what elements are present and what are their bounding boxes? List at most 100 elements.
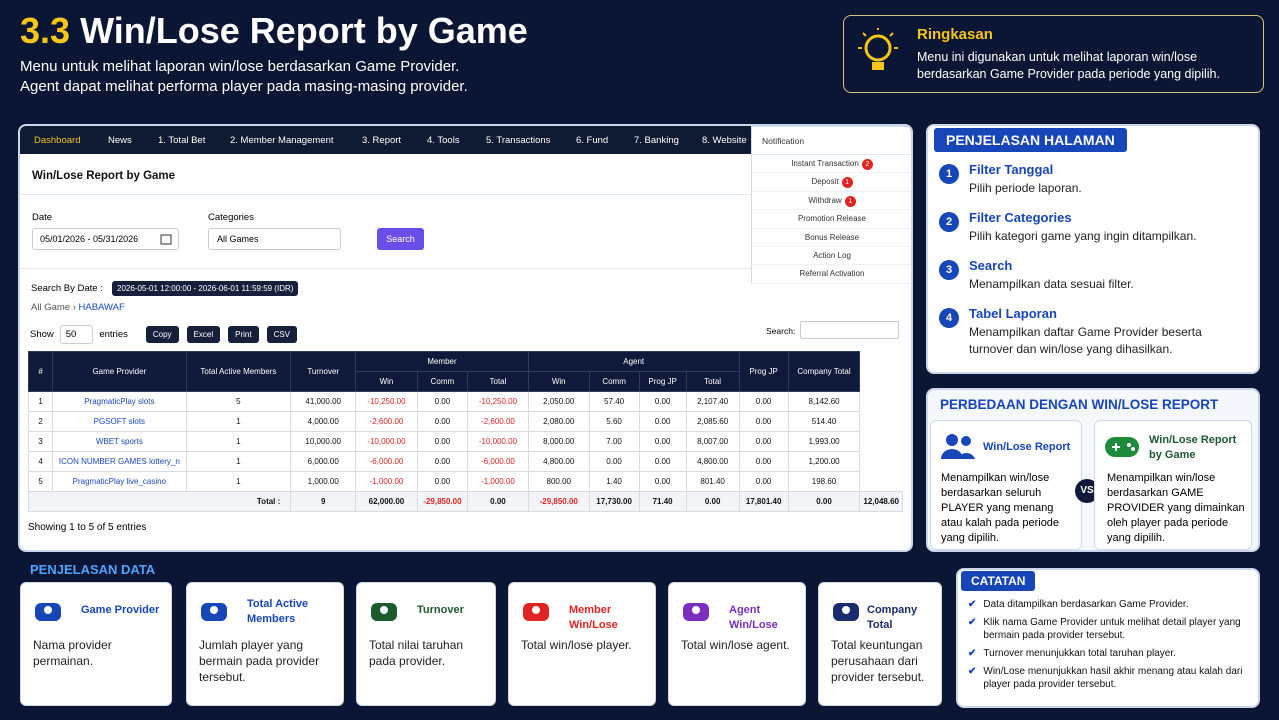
table-cell: 10,000.00 xyxy=(290,431,357,452)
check-icon: ✔ xyxy=(968,666,977,677)
card-icon xyxy=(201,603,227,621)
card-title: Win/Lose Report xyxy=(983,441,1071,453)
search-input[interactable] xyxy=(800,321,899,339)
data-card: Company Total Total keuntungan perusahaan… xyxy=(818,582,942,706)
step-number: 4 xyxy=(939,308,959,328)
notification-item[interactable]: Promotion Release xyxy=(752,210,911,229)
notification-item[interactable]: Bonus Release xyxy=(752,229,911,247)
categories-select[interactable]: All Games xyxy=(208,228,341,250)
divider xyxy=(20,268,911,269)
card-title: Total Active Members xyxy=(247,598,309,625)
total-cell: 12,048.60 xyxy=(859,491,903,512)
badge: 1 xyxy=(844,195,856,207)
date-input[interactable]: 05/01/2026 - 05/31/2026 xyxy=(32,228,179,250)
item-label: Deposit xyxy=(811,177,839,187)
divider xyxy=(20,194,911,195)
nav-item[interactable]: 1. Total Bet xyxy=(158,135,206,146)
item-label: Action Log xyxy=(813,250,851,260)
table-cell: 6,000.00 xyxy=(290,451,357,472)
search-label: Search: xyxy=(766,326,796,336)
export-button[interactable]: Excel xyxy=(186,326,221,343)
notification-item[interactable]: Referral Activation xyxy=(752,265,911,284)
total-cell: 0.00 xyxy=(467,491,529,512)
search-button[interactable]: Search xyxy=(377,228,424,250)
provider-link[interactable]: WBET sports xyxy=(52,431,187,452)
column-header: Agent xyxy=(527,351,740,372)
export-button[interactable]: CSV xyxy=(266,326,298,343)
nav-item[interactable]: Dashboard xyxy=(34,135,81,146)
crumb[interactable]: All Game xyxy=(31,302,71,313)
explanation-panel: PENJELASAN HALAMAN 1 Filter Tanggal Pilih … xyxy=(926,124,1260,374)
table-cell: 0.00 xyxy=(638,451,687,472)
total-cell: 17,730.00 xyxy=(588,491,640,512)
provider-link[interactable]: PGSOFT slots xyxy=(52,411,187,432)
total-cell: 9 xyxy=(290,491,357,512)
provider-link[interactable]: PragmaticPlay live_casino xyxy=(52,471,187,492)
column-header: Total Active Members xyxy=(185,351,292,392)
table-cell: -1,000.00 xyxy=(355,471,418,492)
card-title: Company Total xyxy=(867,604,918,631)
categories-label: Categories xyxy=(208,212,254,223)
badge: 1 xyxy=(841,177,853,189)
table-cell: -6,000.00 xyxy=(467,451,529,472)
column-header: Prog JP xyxy=(738,351,789,392)
total-cell: Total : xyxy=(27,491,292,512)
nav-item[interactable]: 6. Fund xyxy=(576,135,609,146)
table-cell: 0.00 xyxy=(638,471,687,492)
notes-panel: CATATAN ✔ Data ditampilkan berdasarkan Ga… xyxy=(956,568,1260,708)
export-button[interactable]: Print xyxy=(228,326,259,343)
table-cell: 2 xyxy=(27,411,54,432)
notification-item[interactable]: Action Log xyxy=(752,247,911,266)
nav-item[interactable]: 4. Tools xyxy=(427,135,460,146)
nav-item[interactable]: 2. Member Management xyxy=(230,135,334,146)
column-subheader: Total xyxy=(467,371,529,392)
table-controls: Show 50 entries Copy Excel Print CSV xyxy=(30,325,298,344)
table-cell: -1,000.00 xyxy=(467,471,529,492)
provider-link[interactable]: ICON NUMBER GAMES lottery_n xyxy=(52,451,187,472)
card-text: Jumlah player yang bermain pada provider… xyxy=(199,638,320,684)
notification-item[interactable]: Withdraw 1 xyxy=(752,192,911,211)
table-cell: 1 xyxy=(27,391,54,412)
table-cell: 3 xyxy=(27,431,54,452)
table-cell: 0.00 xyxy=(738,431,789,452)
export-button[interactable]: Copy xyxy=(145,326,179,343)
notification-item[interactable]: Deposit 1 xyxy=(752,173,911,192)
table-cell: 0.00 xyxy=(638,431,687,452)
nav-item[interactable]: 8. Website xyxy=(702,135,747,146)
note-item: ✔ Data ditampilkan berdasarkan Game Provi… xyxy=(968,598,1256,611)
table-row: 5 PragmaticPlay live_casino 1 1,000.00 -1,00… xyxy=(27,471,903,492)
nav-item[interactable]: 5. Transactions xyxy=(486,135,551,146)
calendar-icon xyxy=(160,234,172,245)
table-cell: 41,000.00 xyxy=(290,391,357,412)
crumb[interactable]: HABAWAF xyxy=(78,302,125,313)
nav-item[interactable]: 7. Banking xyxy=(634,135,679,146)
step-text: Menampilkan daftar Game Provider beserta… xyxy=(969,325,1202,356)
table-cell: 4,000.00 xyxy=(290,411,357,432)
badge: 2 xyxy=(861,159,873,170)
nav-item[interactable]: News xyxy=(108,135,132,146)
card-text: Menampilkan win/lose berdasarkan seluruh… xyxy=(941,472,1060,544)
page-size[interactable]: 50 xyxy=(59,325,94,344)
table-cell: -10,000.00 xyxy=(355,431,418,452)
card-text: Total nilai taruhan pada provider. xyxy=(369,638,464,668)
table-cell: 0.00 xyxy=(738,451,789,472)
item-label: Promotion Release xyxy=(797,214,867,224)
notification-item[interactable]: Instant Transaction 2 xyxy=(752,155,911,174)
nav-item[interactable]: 3. Report xyxy=(362,135,402,146)
date-label: Date xyxy=(32,212,53,223)
column-header: Turnover xyxy=(290,351,357,392)
card-text: Total win/lose agent. xyxy=(681,638,790,652)
table-cell: 198.60 xyxy=(787,471,861,492)
table-cell: -10,000.00 xyxy=(467,431,529,452)
card-title: Game Provider xyxy=(81,604,160,616)
card-text: Total keuntungan perusahaan dari provide… xyxy=(831,638,925,684)
breadcrumb: All Game › HABAWAF xyxy=(31,302,125,313)
table-cell: -2,600.00 xyxy=(355,411,418,432)
table-cell: 0.00 xyxy=(738,471,789,492)
note-item: ✔ Win/Lose menunjukkan hasil akhir menang… xyxy=(968,665,1256,691)
provider-link[interactable]: PragmaticPlay slots xyxy=(52,391,187,412)
table-cell: 2,080.00 xyxy=(527,411,590,432)
column-header: Company Total xyxy=(787,351,861,392)
column-subheader: Comm xyxy=(416,371,469,392)
